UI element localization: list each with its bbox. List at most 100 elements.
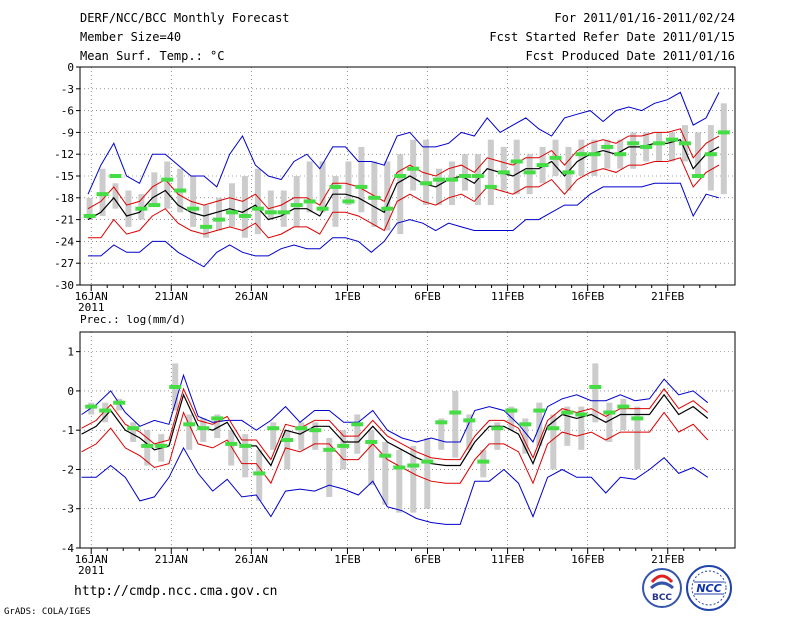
- variable-label: Mean Surf. Temp.: °C: [80, 49, 225, 63]
- observed-mark: [225, 441, 238, 446]
- range-bar: [86, 197, 93, 220]
- range-bar: [500, 146, 507, 191]
- range-bar: [319, 161, 326, 213]
- observed-mark: [547, 426, 560, 431]
- range-bar: [536, 402, 543, 446]
- observed-mark: [213, 217, 226, 222]
- bcc-logo-text: BCC: [652, 593, 672, 603]
- observed-mark: [267, 426, 280, 431]
- observed-mark: [640, 144, 653, 149]
- observed-mark: [85, 404, 98, 409]
- observed-mark: [575, 412, 588, 417]
- y-tick-label: -3: [61, 83, 74, 96]
- observed-mark: [141, 443, 154, 448]
- observed-mark: [225, 210, 238, 215]
- fcst-produced: Fcst Produced Date 2011/01/16: [525, 49, 735, 63]
- observed-mark: [113, 400, 126, 405]
- range-bar: [203, 205, 210, 238]
- y-tick-label: -3: [61, 503, 74, 516]
- observed-mark: [169, 384, 182, 389]
- range-bar: [358, 146, 365, 213]
- y-tick-label: -9: [61, 126, 74, 139]
- observed-mark: [536, 163, 549, 168]
- y-tick-label: -15: [54, 170, 74, 183]
- range-bar: [452, 390, 459, 458]
- range-bar: [550, 414, 557, 470]
- range-bar: [513, 139, 520, 195]
- observed-mark: [523, 170, 536, 175]
- x-tick-label: 21JAN: [155, 290, 188, 303]
- x-tick-label: 1FEB: [334, 290, 361, 303]
- range-bar: [186, 414, 193, 450]
- observed-mark: [463, 418, 476, 423]
- observed-mark: [174, 188, 187, 193]
- ncc-logo-text: NCC: [696, 582, 721, 595]
- observed-mark: [588, 152, 601, 157]
- observed-mark: [691, 174, 704, 178]
- observed-mark: [717, 130, 730, 135]
- observed-mark: [155, 443, 168, 448]
- observed-mark: [329, 184, 342, 189]
- observed-mark: [407, 166, 420, 171]
- y-tick-label: -21: [54, 214, 74, 227]
- range-bar: [164, 161, 171, 209]
- x-tick-label: 26JAN: [235, 290, 268, 303]
- fcst-started: Fcst Started Refer Date 2011/01/15: [489, 30, 735, 44]
- observed-mark: [295, 426, 308, 431]
- source-url[interactable]: http://cmdp.ncc.cma.gov.cn: [74, 584, 278, 599]
- x-tick-label: 16FEB: [571, 290, 604, 303]
- observed-mark: [533, 408, 546, 413]
- range-bar: [397, 154, 404, 235]
- temperature-observed: [83, 130, 730, 229]
- range-bar: [669, 132, 676, 162]
- range-bar: [508, 406, 515, 431]
- observed-mark: [445, 177, 458, 182]
- observed-mark: [631, 416, 644, 421]
- range-bar: [436, 168, 443, 206]
- observed-mark: [562, 170, 575, 175]
- series-ensemble-mean: [81, 393, 709, 467]
- range-bar: [151, 172, 158, 206]
- observed-mark: [281, 438, 294, 442]
- range-bar: [606, 402, 613, 442]
- grads-credit: GrADS: COLA/IGES: [4, 607, 91, 617]
- observed-mark: [83, 213, 96, 218]
- range-bar: [384, 161, 391, 231]
- precip-observed: [85, 384, 644, 476]
- observed-mark: [614, 152, 627, 157]
- observed-mark: [435, 420, 448, 425]
- y-tick-label: -27: [54, 257, 74, 270]
- observed-mark: [381, 206, 394, 211]
- range-bar: [280, 190, 287, 227]
- range-bar: [345, 161, 352, 206]
- observed-mark: [316, 206, 329, 211]
- x-tick-label: 6FEB: [414, 553, 441, 566]
- observed-mark: [393, 465, 406, 470]
- observed-mark: [197, 426, 210, 431]
- observed-mark: [510, 159, 523, 164]
- observed-mark: [433, 177, 446, 182]
- range-bar: [190, 176, 197, 227]
- range-bar: [591, 139, 598, 176]
- observed-mark: [109, 174, 122, 178]
- observed-mark: [505, 408, 518, 413]
- observed-mark: [603, 410, 616, 415]
- range-bar: [306, 161, 313, 213]
- observed-mark: [458, 174, 471, 178]
- observed-mark: [627, 141, 640, 146]
- range-bar: [241, 176, 248, 238]
- ncc-logo: NCC: [686, 565, 732, 611]
- observed-mark: [420, 181, 433, 186]
- range-bar: [707, 125, 714, 191]
- observed-mark: [183, 422, 196, 427]
- range-bar: [438, 418, 445, 450]
- range-bar: [214, 414, 221, 439]
- precip-title: Prec.: log(mm/d): [80, 313, 186, 326]
- range-bar: [298, 422, 305, 450]
- observed-mark: [161, 177, 174, 182]
- y-tick-label: 0: [67, 61, 74, 74]
- series-outer-upper: [87, 91, 720, 195]
- observed-mark: [601, 144, 614, 149]
- y-tick-label: -24: [54, 235, 74, 248]
- temperature-panel: 0 -3 -6 -9 -12 -15 -18 -21 -24 -27 -30 16JAN 21JAN 2…: [54, 61, 736, 314]
